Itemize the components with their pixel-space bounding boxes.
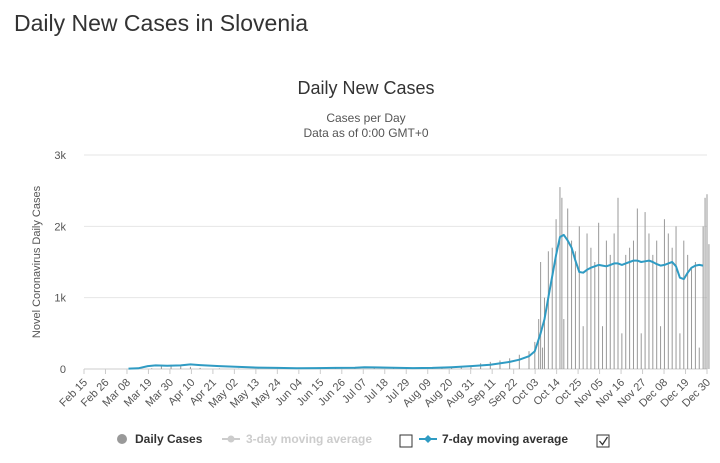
- daily-case-bar: [586, 233, 588, 369]
- daily-case-bar: [667, 233, 669, 369]
- daily-case-bar: [632, 240, 634, 369]
- daily-case-bar: [199, 367, 201, 369]
- y-tick-label: 0: [60, 364, 66, 376]
- daily-case-bar: [561, 197, 563, 369]
- y-tick-label: 1k: [54, 293, 66, 305]
- daily-case-bar: [170, 364, 172, 369]
- legend-item-3-day-average[interactable]: 3-day moving average: [222, 432, 372, 446]
- daily-case-bar: [574, 251, 576, 369]
- daily-case-bar: [160, 365, 162, 369]
- daily-case-bar: [509, 358, 511, 369]
- daily-case-bar: [702, 226, 704, 369]
- daily-case-bar: [499, 360, 501, 369]
- moving-average-line: [128, 233, 704, 370]
- daily-case-bar: [605, 240, 607, 369]
- daily-case-bar: [679, 333, 681, 369]
- daily-case-bar: [663, 219, 665, 369]
- daily-case-bar: [640, 333, 642, 369]
- daily-case-bar: [518, 354, 520, 369]
- daily-cases-bars: [151, 187, 710, 369]
- daily-case-bar: [538, 319, 540, 369]
- daily-case-bar: [189, 366, 191, 369]
- daily-case-bar: [594, 262, 596, 369]
- y-axis-title: Novel Coronavirus Daily Cases: [31, 185, 43, 338]
- daily-case-bar: [644, 212, 646, 369]
- daily-case-bar: [582, 326, 584, 369]
- legend-label-daily-cases: Daily Cases: [135, 432, 203, 446]
- y-tick-labels: 0 1k 2k 3k: [54, 150, 66, 376]
- daily-case-bar: [636, 208, 638, 369]
- chart-subtitle: Cases per Day: [326, 111, 405, 125]
- legend-circle-icon: [117, 434, 127, 444]
- daily-case-bar: [652, 254, 654, 369]
- legend: Daily Cases 3-day moving average 7-day m…: [117, 432, 610, 448]
- daily-case-bar: [543, 297, 545, 369]
- daily-case-bar: [698, 347, 700, 369]
- daily-case-bar: [694, 262, 696, 369]
- daily-case-bar: [708, 244, 710, 369]
- daily-case-bar: [621, 333, 623, 369]
- daily-case-bar: [559, 187, 561, 369]
- page-heading: Daily New Cases in Slovenia: [14, 10, 309, 36]
- daily-case-bar: [551, 247, 553, 369]
- daily-case-bar: [617, 197, 619, 369]
- daily-case-bar: [470, 365, 472, 369]
- daily-case-bar: [180, 366, 182, 369]
- chart-title: Daily New Cases: [297, 78, 434, 98]
- daily-case-bar: [567, 208, 569, 369]
- daily-case-bar: [578, 226, 580, 369]
- daily-case-bar: [542, 347, 544, 369]
- daily-case-bar: [625, 254, 627, 369]
- daily-case-bar: [609, 254, 611, 369]
- legend-dot-icon: [227, 435, 235, 443]
- daily-case-bar: [598, 222, 600, 369]
- daily-case-bar: [540, 262, 542, 369]
- daily-case-bar: [563, 319, 565, 369]
- daily-case-bar: [555, 219, 557, 369]
- daily-case-bar: [602, 326, 604, 369]
- daily-case-bar: [547, 251, 549, 369]
- checkbox-box: [596, 434, 610, 448]
- daily-case-bar: [571, 240, 573, 369]
- daily-case-bar: [691, 269, 693, 369]
- daily-case-bar: [534, 341, 536, 369]
- chart-subtitle-date: Data as of 0:00 GMT+0: [303, 126, 428, 140]
- y-tick-label: 2k: [54, 221, 66, 233]
- daily-case-bar: [648, 233, 650, 369]
- legend-label-3-day-average: 3-day moving average: [246, 432, 372, 446]
- daily-case-bar: [687, 254, 689, 369]
- daily-case-bar: [683, 240, 685, 369]
- checkmark-icon: [599, 436, 609, 446]
- legend-item-daily-cases[interactable]: Daily Cases: [117, 432, 203, 446]
- daily-case-bar: [660, 326, 662, 369]
- 7-day-average-checkbox[interactable]: [596, 434, 610, 448]
- daily-case-bar: [218, 368, 220, 369]
- daily-case-bar: [675, 226, 677, 369]
- legend-label-7-day-average: 7-day moving average: [442, 432, 568, 446]
- daily-case-bar: [590, 247, 592, 369]
- daily-case-bar: [671, 247, 673, 369]
- daily-case-bar: [704, 197, 706, 369]
- daily-case-bar: [528, 351, 530, 369]
- legend-diamond-icon: [424, 435, 432, 443]
- legend-item-7-day-average[interactable]: 7-day moving average: [419, 432, 568, 446]
- moving-average-lines: [128, 233, 704, 370]
- y-tick-label: 3k: [54, 150, 66, 162]
- daily-case-bar: [629, 247, 631, 369]
- daily-case-bar: [706, 194, 708, 369]
- grid-lines: [84, 154, 707, 370]
- 3-day-average-checkbox[interactable]: [399, 434, 413, 448]
- daily-case-bar: [613, 233, 615, 369]
- daily-case-bar: [151, 368, 153, 369]
- daily-case-bar: [656, 240, 658, 369]
